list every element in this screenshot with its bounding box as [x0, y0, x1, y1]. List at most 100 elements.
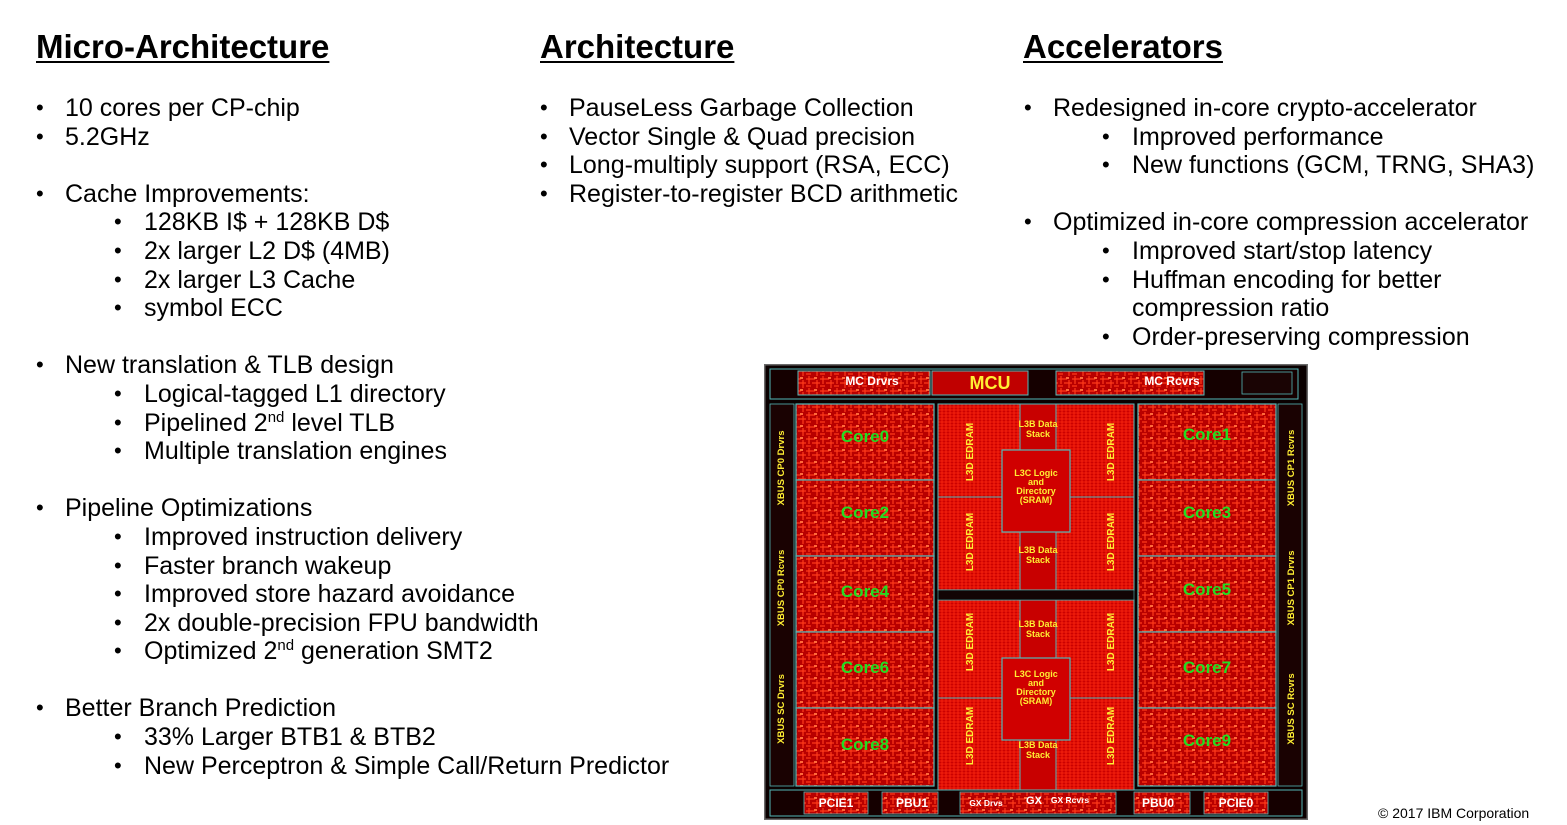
list-item: 5.2GHz [36, 123, 669, 152]
l3d-label: L3D EDRAM [1106, 513, 1117, 571]
copyright-notice: © 2017 IBM Corporation [1378, 805, 1530, 821]
core4-label: Core4 [841, 582, 890, 601]
list-item: 33% Larger BTB1 & BTB2 [36, 723, 669, 752]
micro-architecture-heading: Micro-Architecture [36, 28, 330, 65]
core-blocks [795, 403, 1277, 787]
core4-block [795, 555, 935, 633]
list-item: 2x larger L2 D$ (4MB) [36, 237, 669, 266]
core1-block [1137, 403, 1277, 481]
list-item: Huffman encoding for better [1024, 266, 1534, 295]
item-text: generation SMT2 [294, 637, 493, 666]
mcu-block [931, 370, 1029, 396]
xbus-cp1-drvrs-label: XBUS CP1 Drvrs [1286, 551, 1297, 626]
list-item: Faster branch wakeup [36, 552, 669, 581]
list-item: Pipelined 2nd level TLB [36, 409, 669, 438]
micro-architecture-list: 10 cores per CP-chip 5.2GHz Cache Improv… [36, 94, 669, 780]
ordinal-suffix: nd [267, 408, 285, 426]
l3d-label: L3D EDRAM [965, 707, 976, 765]
l3c-label: and [1028, 477, 1044, 487]
architecture-heading: Architecture [540, 28, 735, 65]
list-item: PauseLess Garbage Collection [540, 94, 958, 123]
pcie0-label: PCIE0 [1219, 796, 1254, 810]
l3d-label: L3D EDRAM [965, 613, 976, 671]
right-xbus-strip [1277, 403, 1303, 787]
l3c-label: Directory [1016, 486, 1056, 496]
core8-label: Core8 [841, 735, 889, 754]
mc-receivers-block [1055, 370, 1205, 396]
list-item: Better Branch Prediction [36, 694, 669, 723]
top-right-io-block [1241, 371, 1293, 395]
list-item: Improved performance [1024, 123, 1534, 152]
core2-block [795, 479, 935, 557]
item-text: Pipelined 2 [144, 408, 268, 437]
list-item: 2x double-precision FPU bandwidth [36, 609, 669, 638]
xbus-sc-rcvrs-label: XBUS SC Rcvrs [1286, 673, 1297, 744]
ordinal-suffix: nd [277, 637, 295, 655]
l3b-label: L3B Data [1018, 545, 1058, 555]
l3b-label: L3B Data [1018, 419, 1058, 429]
list-item: Vector Single & Quad precision [540, 123, 958, 152]
list-item: symbol ECC [36, 294, 669, 323]
xbus-cp0-rcvrs-label: XBUS CP0 Rcvrs [776, 550, 787, 627]
item-text: Optimized 2 [144, 637, 278, 666]
xbus-cp0-drvrs-label: XBUS CP0 Drvrs [776, 431, 787, 506]
core6-label: Core6 [841, 658, 889, 677]
list-item: Multiple translation engines [36, 437, 669, 466]
core0-block [795, 403, 935, 481]
pbu0-block [1133, 791, 1191, 815]
pcie1-label: PCIE1 [819, 796, 854, 810]
l3-edram-blocks [937, 403, 1135, 791]
core1-label: Core1 [1183, 425, 1231, 444]
center-bus [937, 589, 1135, 601]
list-item: Redesigned in-core crypto-accelerator [1024, 94, 1534, 123]
core8-block [795, 707, 935, 787]
core7-block [1137, 631, 1277, 709]
list-item: Long-multiply support (RSA, ECC) [540, 151, 958, 180]
core5-block [1137, 555, 1277, 633]
l3c-label: Directory [1016, 687, 1056, 697]
architecture-list: PauseLess Garbage Collection Vector Sing… [540, 94, 958, 208]
list-item: Cache Improvements: [36, 180, 669, 209]
l3c-label: L3C Logic [1014, 669, 1058, 679]
list-item: Improved instruction delivery [36, 523, 669, 552]
accelerators-list: Redesigned in-core crypto-accelerator Im… [1024, 94, 1534, 351]
l3d-label: L3D EDRAM [965, 423, 976, 481]
list-item: Improved store hazard avoidance [36, 580, 669, 609]
mcu-label: MCU [970, 373, 1011, 393]
core0-label: Core0 [841, 427, 889, 446]
list-item: Order-preserving compression [1024, 323, 1534, 352]
list-item: Improved start/stop latency [1024, 237, 1534, 266]
mc-receivers-label: MC Rcvrs [1144, 374, 1200, 388]
item-text: level TLB [284, 408, 396, 437]
list-item: Register-to-register BCD arithmetic [540, 180, 958, 209]
list-item: New functions (GCM, TRNG, SHA3) [1024, 151, 1534, 180]
pcie1-block [803, 791, 869, 815]
l3c-label: L3C Logic [1014, 468, 1058, 478]
l3c-logic-block [1001, 657, 1071, 741]
xbus-cp1-rcvrs-label: XBUS CP1 Rcvrs [1286, 430, 1297, 507]
gx-rcvrs-label: GX Rcvrs [1051, 795, 1090, 805]
list-item: New translation & TLB design [36, 351, 669, 380]
list-item: 2x larger L3 Cache [36, 266, 669, 295]
pbu0-label: PBU0 [1142, 796, 1174, 810]
l3b-label: Stack [1026, 629, 1051, 639]
core9-block [1137, 707, 1277, 787]
l3b-label: Stack [1026, 429, 1051, 439]
list-item: Logical-tagged L1 directory [36, 380, 669, 409]
list-item: compression ratio [1132, 294, 1330, 323]
pbu1-block [881, 791, 939, 815]
pbu1-label: PBU1 [896, 796, 928, 810]
l3b-label: L3B Data [1018, 740, 1058, 750]
l3b-label: Stack [1026, 555, 1051, 565]
list-item: Optimized in-core compression accelerato… [1024, 208, 1534, 237]
core3-block [1137, 479, 1277, 557]
left-xbus-strip [769, 403, 795, 787]
core9-label: Core9 [1183, 731, 1231, 750]
list-item: Optimized 2nd generation SMT2 [36, 637, 669, 666]
list-item: Pipeline Optimizations [36, 494, 669, 523]
l3c-label: (SRAM) [1020, 696, 1053, 706]
l3d-label: L3D EDRAM [1106, 707, 1117, 765]
core6-block [795, 631, 935, 709]
mc-drivers-label: MC Drvrs [845, 374, 899, 388]
l3c-logic-block [1001, 449, 1071, 533]
